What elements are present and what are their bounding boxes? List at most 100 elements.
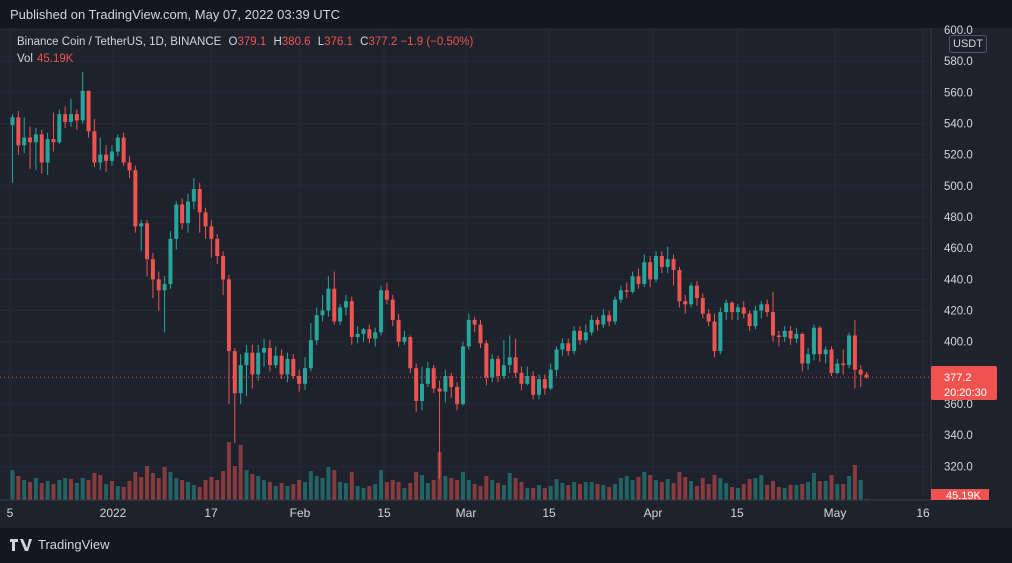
volume-bar [133,472,138,500]
volume-bar [525,488,530,500]
candle [806,347,811,370]
volume-bar [80,478,85,500]
candle [86,90,91,138]
volume-bar [642,472,647,500]
volume-bar [782,488,787,500]
candle-body [402,337,407,342]
candle-body [460,346,465,405]
candle-body [852,335,857,370]
candle-body [256,352,261,375]
volume-bar [69,479,73,500]
volume-bar [730,487,735,500]
price-tick: 360.0 [944,399,973,411]
candle [109,145,114,166]
volume-bar [162,467,167,500]
volume-bar [384,482,389,500]
open-value: 379.1 [237,36,267,48]
volume-bar [150,473,155,500]
candle-body [624,290,629,292]
candle [256,344,261,381]
candle [654,251,658,283]
candle-body [765,304,770,313]
time-tick: 15 [730,506,744,520]
candle [718,307,723,355]
candle [33,128,38,171]
time-tick: 15 [542,506,556,520]
volume-bar [168,472,173,500]
candle [548,363,553,391]
candle-body [162,284,167,291]
candle [414,363,419,412]
volume-bar [589,482,594,500]
candle [379,285,384,336]
candle-body [864,374,869,378]
candle-body [507,357,512,366]
candle-body [384,290,389,300]
candle-body [420,383,424,401]
candle [437,380,442,479]
vol-value: 45.19K [37,53,74,65]
candle-body [730,302,735,313]
candle-body [86,90,91,132]
volume-bar [431,480,436,500]
countdown-value: 20:20:30 [944,387,987,399]
volume-bar [145,466,150,500]
volume-bar [57,480,62,500]
volume-bar [706,484,711,500]
volume-bar [98,475,103,500]
candle-body [104,154,109,161]
candle [244,344,249,397]
last-price-value: 377.2 [944,372,972,384]
candle-body [226,279,231,352]
candle [285,352,290,383]
price-tick: 420.0 [944,306,973,318]
candle-body [431,368,436,389]
close-label: C [360,36,369,48]
candle [537,374,541,400]
candlestick-chart[interactable]: 600.0 580.0 560.0 540.0 520.0 500.0 480.0 460.0… [0,0,1012,526]
candle-body [689,285,694,305]
candle-body [490,358,495,378]
candle-body [349,301,354,338]
candle [279,349,284,380]
candle [817,326,822,362]
volume-bar [654,480,658,500]
currency-button[interactable]: USDT [949,35,987,53]
volume-bar [33,478,38,500]
volume-bar [191,485,196,500]
candle-body [800,333,805,364]
candle [607,310,612,327]
candle-body [308,340,313,369]
volume-bar [443,476,448,500]
volume-badge-value: 45.19K [946,490,982,502]
candle [689,282,694,308]
volume-bar [414,472,419,500]
candle [852,319,857,389]
volume-bar [22,480,27,500]
tradingview-brand[interactable]: TradingView [10,537,110,552]
candle-body [51,139,56,143]
volume-bar [285,486,290,500]
price-tick: 500.0 [944,181,973,193]
ohlc-legend: Binance Coin / TetherUS, 1D, BINANCE O37… [17,36,473,48]
candle-body [267,347,272,366]
candle-body [829,349,834,373]
candle [501,340,506,380]
volume-bar [823,481,828,500]
volume-bar [753,478,758,500]
candle [759,301,764,319]
volume-bar [221,471,226,500]
time-tick: Feb [290,506,311,520]
price-tick: 480.0 [944,212,973,224]
candle-body [39,134,44,163]
volume-bar [45,481,50,500]
volume-bar [712,475,717,500]
candle-body [22,137,27,146]
candle [671,254,676,286]
candle [765,299,770,317]
candle [753,305,758,330]
vol-label: Vol [17,53,33,65]
volume-bar [700,478,705,500]
grid-lines [0,28,931,500]
candle-body [618,290,623,300]
